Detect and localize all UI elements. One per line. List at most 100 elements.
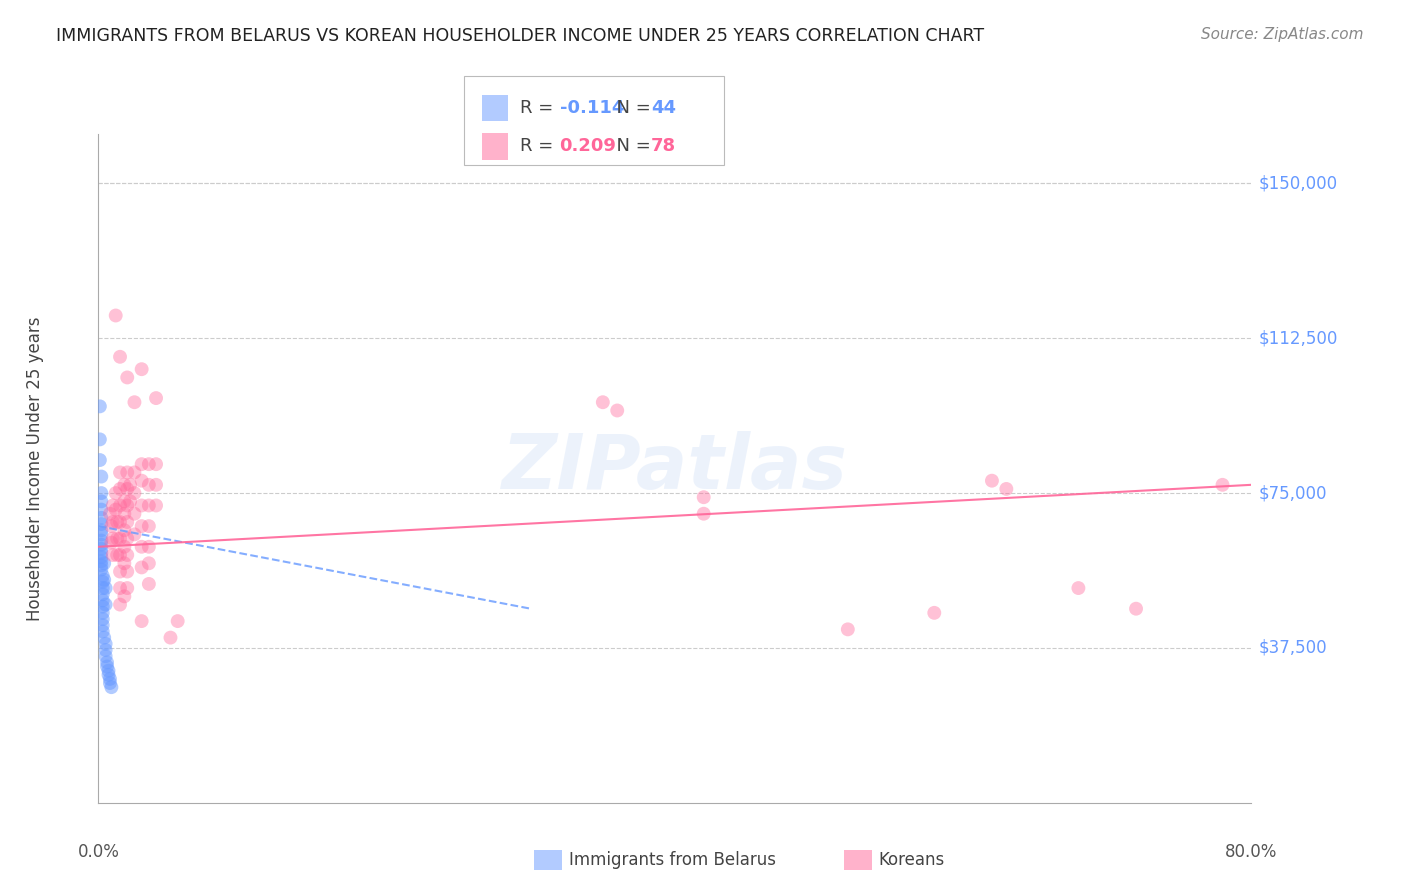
Point — [101, 548, 124, 562]
Point — [91, 574, 114, 589]
Point — [89, 453, 111, 467]
Point — [159, 631, 181, 645]
Point — [100, 519, 122, 533]
Point — [90, 517, 112, 532]
Point — [104, 309, 127, 323]
Point — [104, 502, 127, 516]
Point — [124, 507, 146, 521]
Point — [105, 532, 128, 546]
Point — [138, 556, 160, 570]
Point — [117, 565, 138, 579]
Point — [94, 649, 117, 664]
Point — [94, 581, 117, 595]
Point — [108, 581, 131, 595]
Point — [98, 507, 121, 521]
Text: ZIPatlas: ZIPatlas — [502, 432, 848, 505]
Text: Koreans: Koreans — [879, 851, 945, 869]
Text: Householder Income Under 25 years: Householder Income Under 25 years — [25, 316, 44, 621]
Point — [98, 672, 121, 686]
Text: N =: N = — [605, 99, 657, 117]
Text: Immigrants from Belarus: Immigrants from Belarus — [569, 851, 776, 869]
Point — [112, 494, 135, 508]
Point — [90, 541, 112, 556]
Point — [90, 554, 112, 568]
Point — [108, 482, 131, 496]
Point — [91, 587, 114, 601]
Point — [108, 548, 131, 562]
Point — [108, 499, 131, 513]
Text: $75,000: $75,000 — [1258, 484, 1327, 502]
Point — [117, 515, 138, 529]
Text: $150,000: $150,000 — [1258, 174, 1337, 193]
Point — [117, 370, 138, 384]
Point — [995, 482, 1018, 496]
Text: R =: R = — [520, 99, 560, 117]
Point — [108, 515, 131, 529]
Point — [93, 573, 115, 587]
Point — [91, 581, 114, 595]
Point — [837, 623, 859, 637]
Point — [89, 400, 111, 414]
Point — [90, 494, 112, 508]
Point — [693, 507, 716, 521]
Point — [90, 502, 112, 516]
Point — [97, 664, 120, 678]
Point — [138, 519, 160, 533]
Point — [145, 457, 167, 471]
Point — [1067, 581, 1090, 595]
Point — [112, 507, 135, 521]
Point — [93, 556, 115, 570]
Text: IMMIGRANTS FROM BELARUS VS KOREAN HOUSEHOLDER INCOME UNDER 25 YEARS CORRELATION : IMMIGRANTS FROM BELARUS VS KOREAN HOUSEH… — [56, 27, 984, 45]
Point — [108, 565, 131, 579]
Point — [131, 474, 153, 488]
Point — [112, 540, 135, 554]
Point — [112, 590, 135, 604]
Point — [105, 515, 128, 529]
Text: 80.0%: 80.0% — [1225, 843, 1278, 861]
Point — [117, 499, 138, 513]
Point — [91, 599, 114, 614]
Point — [90, 546, 112, 560]
Point — [94, 643, 117, 657]
Point — [693, 490, 716, 504]
Point — [117, 548, 138, 562]
Point — [90, 469, 112, 483]
Point — [138, 577, 160, 591]
Point — [117, 482, 138, 496]
Point — [131, 499, 153, 513]
Point — [90, 562, 112, 576]
Point — [131, 614, 153, 628]
Text: R =: R = — [520, 137, 560, 155]
Point — [94, 598, 117, 612]
Text: 44: 44 — [651, 99, 676, 117]
Point — [138, 457, 160, 471]
Point — [117, 581, 138, 595]
Point — [96, 659, 118, 673]
Point — [108, 466, 131, 480]
Point — [91, 593, 114, 607]
Point — [98, 676, 121, 690]
Point — [105, 548, 128, 562]
Text: $112,500: $112,500 — [1258, 329, 1337, 347]
Point — [1212, 478, 1234, 492]
Point — [101, 515, 124, 529]
Point — [124, 466, 146, 480]
Point — [131, 457, 153, 471]
Point — [124, 395, 146, 409]
Point — [117, 532, 138, 546]
Point — [131, 519, 153, 533]
Point — [90, 511, 112, 525]
Point — [124, 486, 146, 500]
Point — [138, 540, 160, 554]
Point — [94, 637, 117, 651]
Point — [606, 403, 628, 417]
Point — [91, 606, 114, 620]
Point — [108, 598, 131, 612]
Point — [100, 535, 122, 549]
Point — [124, 527, 146, 541]
Point — [592, 395, 614, 409]
Point — [96, 656, 118, 670]
Text: 0.209: 0.209 — [560, 137, 616, 155]
Point — [90, 550, 112, 565]
Point — [131, 540, 153, 554]
